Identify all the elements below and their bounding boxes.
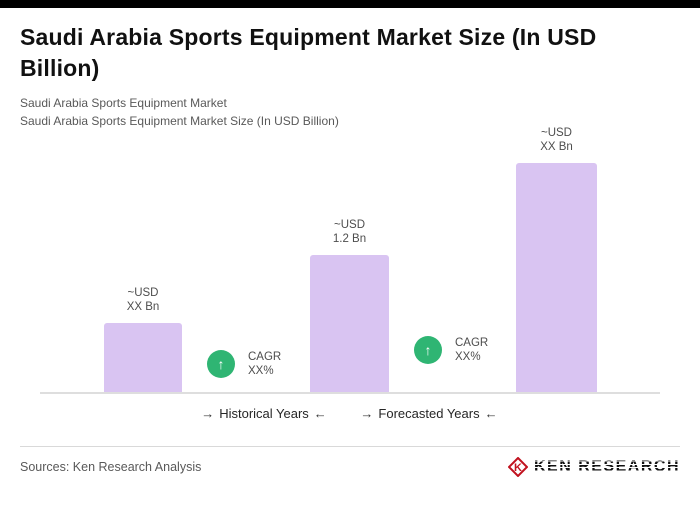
page-title: Saudi Arabia Sports Equipment Market Siz… [20, 24, 597, 81]
x-axis-labels: → Historical Years ← → Forecasted Years ← [40, 394, 660, 426]
axis-label-text: Forecasted Years [378, 406, 480, 421]
bar-value-line2: XX Bn [126, 301, 160, 313]
left-arrow-icon: ← [484, 406, 498, 421]
chart-subtitles: Saudi Arabia Sports Equipment Market Sau… [20, 94, 680, 130]
cagr-label: CAGR XX% [248, 350, 281, 378]
chart-bar [104, 323, 182, 392]
axis-label-forecasted-years: → Forecasted Years ← [355, 406, 502, 421]
up-arrow-icon: ↑ [414, 336, 442, 364]
bar-value-line1: ~USD [540, 127, 572, 139]
bar-value-line1: ~USD [334, 219, 365, 231]
cagr-text-line1: CAGR [455, 337, 489, 349]
axis-label-text: Historical Years [219, 406, 309, 421]
svg-text:K: K [514, 462, 522, 474]
ken-research-logo-icon: K [507, 457, 528, 477]
right-arrow-icon: → [360, 406, 374, 421]
bar-value-line2: XX Bn [540, 141, 573, 153]
cagr-text-line2: XX% [455, 351, 481, 363]
up-arrow-icon: ↑ [207, 350, 235, 378]
cagr-label: CAGR XX% [455, 336, 488, 364]
bar-group-historical: ~USD XX Bn [104, 286, 182, 392]
bar-value-label: ~USD XX Bn [540, 126, 573, 154]
cagr-annotation-2: ↑ CAGR XX% [414, 336, 488, 364]
bar-value-label: ~USD 1.2 Bn [333, 218, 366, 246]
top-black-bar [0, 0, 700, 8]
bar-value-label: ~USD XX Bn [127, 286, 160, 314]
right-arrow-icon: → [201, 406, 215, 421]
chart-subtitle-size: Saudi Arabia Sports Equipment Market Siz… [20, 114, 339, 128]
bar-value-line1: ~USD [127, 287, 159, 299]
left-arrow-icon: ← [313, 406, 327, 421]
bar-group-forecast: ~USD XX Bn [516, 126, 597, 392]
axis-label-historical-years: → Historical Years ← [196, 406, 332, 421]
footer-divider [20, 446, 680, 447]
chart-subtitle-market: Saudi Arabia Sports Equipment Market [20, 96, 227, 110]
ken-research-logo-text: KEN RESEARCH [533, 458, 680, 475]
source-note: Sources: Ken Research Analysis [20, 460, 202, 474]
chart-bar [310, 255, 389, 392]
bar-group-current: ~USD 1.2 Bn [310, 218, 389, 392]
chart-bar [516, 163, 597, 392]
bar-chart-plot-area: ~USD XX Bn ~USD 1.2 Bn ~USD XX Bn ↑ CAGR… [40, 127, 660, 394]
cagr-text-line2: XX% [248, 365, 274, 377]
ken-research-logo: K KEN RESEARCH [507, 457, 680, 477]
cagr-annotation-1: ↑ CAGR XX% [207, 350, 281, 378]
footer: Sources: Ken Research Analysis K KEN RES… [20, 457, 680, 477]
cagr-text-line1: CAGR [248, 351, 282, 363]
bar-value-line2: 1.2 Bn [332, 233, 367, 245]
